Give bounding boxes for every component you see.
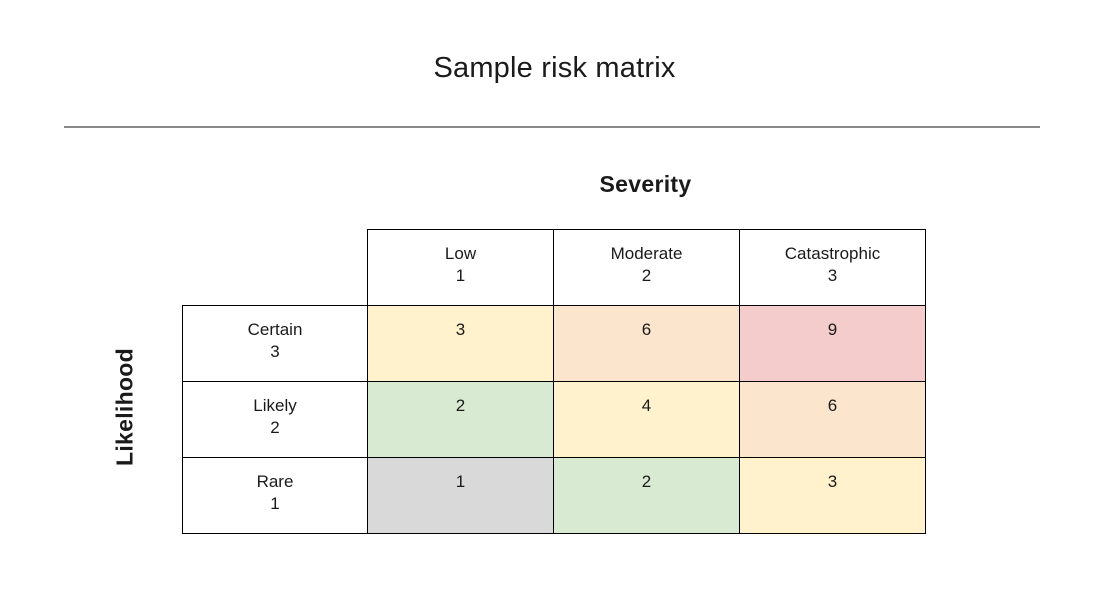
- risk-cell-rare-catastrophic: 3: [739, 457, 926, 534]
- risk-cell-likely-low: 2: [367, 381, 554, 458]
- row-header-label: Rare: [256, 472, 294, 491]
- column-header-value: 3: [827, 266, 838, 285]
- row-header-certain: Certain 3: [182, 305, 368, 382]
- risk-cell-certain-moderate: 6: [553, 305, 740, 382]
- risk-cell-certain-catastrophic: 9: [739, 305, 926, 382]
- risk-score: 2: [455, 396, 466, 415]
- column-header-catastrophic: Catastrophic 3: [739, 229, 926, 306]
- risk-score: 2: [641, 472, 652, 491]
- severity-axis-label: Severity: [599, 171, 692, 197]
- page-title: Sample risk matrix: [433, 52, 676, 84]
- row-header-value: 2: [270, 418, 280, 437]
- row-header-value: 1: [270, 494, 280, 513]
- risk-score: 9: [827, 320, 838, 339]
- row-header-value: 3: [270, 342, 280, 361]
- risk-score: 6: [827, 396, 838, 415]
- risk-cell-likely-catastrophic: 6: [739, 381, 926, 458]
- risk-score: 1: [455, 472, 466, 491]
- risk-score: 4: [641, 396, 652, 415]
- row-header-likely: Likely 2: [182, 381, 368, 458]
- column-header-value: 1: [455, 266, 466, 285]
- risk-score: 6: [641, 320, 652, 339]
- column-header-low: Low 1: [367, 229, 554, 306]
- risk-score: 3: [827, 472, 838, 491]
- risk-cell-likely-moderate: 4: [553, 381, 740, 458]
- risk-cell-rare-moderate: 2: [553, 457, 740, 534]
- column-header-moderate: Moderate 2: [553, 229, 740, 306]
- row-header-label: Likely: [253, 396, 297, 415]
- column-header-label: Catastrophic: [784, 244, 881, 263]
- row-header-rare: Rare 1: [182, 457, 368, 534]
- column-header-label: Low: [444, 244, 477, 263]
- column-header-label: Moderate: [610, 244, 683, 263]
- divider-line: [64, 126, 1040, 128]
- likelihood-axis-label: Likelihood: [111, 348, 138, 466]
- risk-cell-rare-low: 1: [367, 457, 554, 534]
- row-header-label: Certain: [247, 320, 303, 339]
- column-header-value: 2: [641, 266, 652, 285]
- risk-score: 3: [455, 320, 466, 339]
- risk-cell-certain-low: 3: [367, 305, 554, 382]
